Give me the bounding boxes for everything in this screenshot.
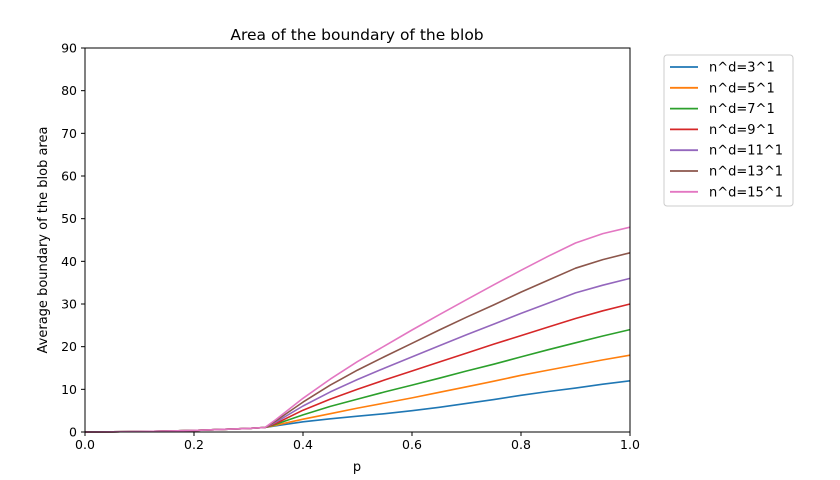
legend-label: n^d=11^1 xyxy=(709,144,783,159)
legend-items: n^d=3^1 n^d=5^1 n^d=7^1 n^d=9^1 n^d=11^1 n^d=… xyxy=(670,61,783,200)
x-axis: 0.0 0.2 0.4 0.6 0.8 1.0 xyxy=(75,432,640,452)
y-axis-label: Average boundary of the blob area xyxy=(36,127,51,354)
legend-label: n^d=5^1 xyxy=(709,81,775,96)
series-line-6 xyxy=(84,252,631,433)
x-tick-label: 0.4 xyxy=(293,437,313,452)
legend-label: n^d=3^1 xyxy=(709,61,775,76)
legend-label: n^d=9^1 xyxy=(709,123,775,138)
x-tick-label: 1.0 xyxy=(620,437,640,452)
y-tick-label: 0 xyxy=(69,425,77,440)
y-tick-label: 80 xyxy=(61,83,77,98)
legend-label: n^d=7^1 xyxy=(709,102,775,117)
y-tick-label: 70 xyxy=(61,126,77,141)
legend: n^d=3^1 n^d=5^1 n^d=7^1 n^d=9^1 n^d=11^1 n^d=… xyxy=(663,54,794,207)
plot-frame xyxy=(84,47,631,433)
y-tick-label: 10 xyxy=(61,382,77,397)
x-tick-label: 0.6 xyxy=(402,437,422,452)
x-tick-label: 0.8 xyxy=(511,437,531,452)
y-axis: 0 10 20 30 40 50 60 70 80 90 xyxy=(61,41,85,440)
series-line-5 xyxy=(84,277,631,433)
legend-label: n^d=13^1 xyxy=(709,165,783,180)
y-tick-label: 30 xyxy=(61,297,77,312)
series-line-4 xyxy=(84,303,631,433)
y-tick-label: 20 xyxy=(61,339,77,354)
x-axis-label: p xyxy=(353,460,361,475)
series-line-2 xyxy=(84,354,631,433)
legend-label: n^d=15^1 xyxy=(709,185,783,200)
y-tick-label: 90 xyxy=(61,41,77,56)
series-line-7 xyxy=(84,226,631,433)
x-tick-label: 0.2 xyxy=(184,437,204,452)
y-tick-label: 60 xyxy=(61,169,77,184)
legend-frame xyxy=(663,54,794,207)
plot-lines xyxy=(84,226,631,433)
y-tick-label: 40 xyxy=(61,254,77,269)
x-tick-label: 0.0 xyxy=(75,437,95,452)
chart-title: Area of the boundary of the blob xyxy=(230,26,483,44)
y-tick-label: 50 xyxy=(61,211,77,226)
